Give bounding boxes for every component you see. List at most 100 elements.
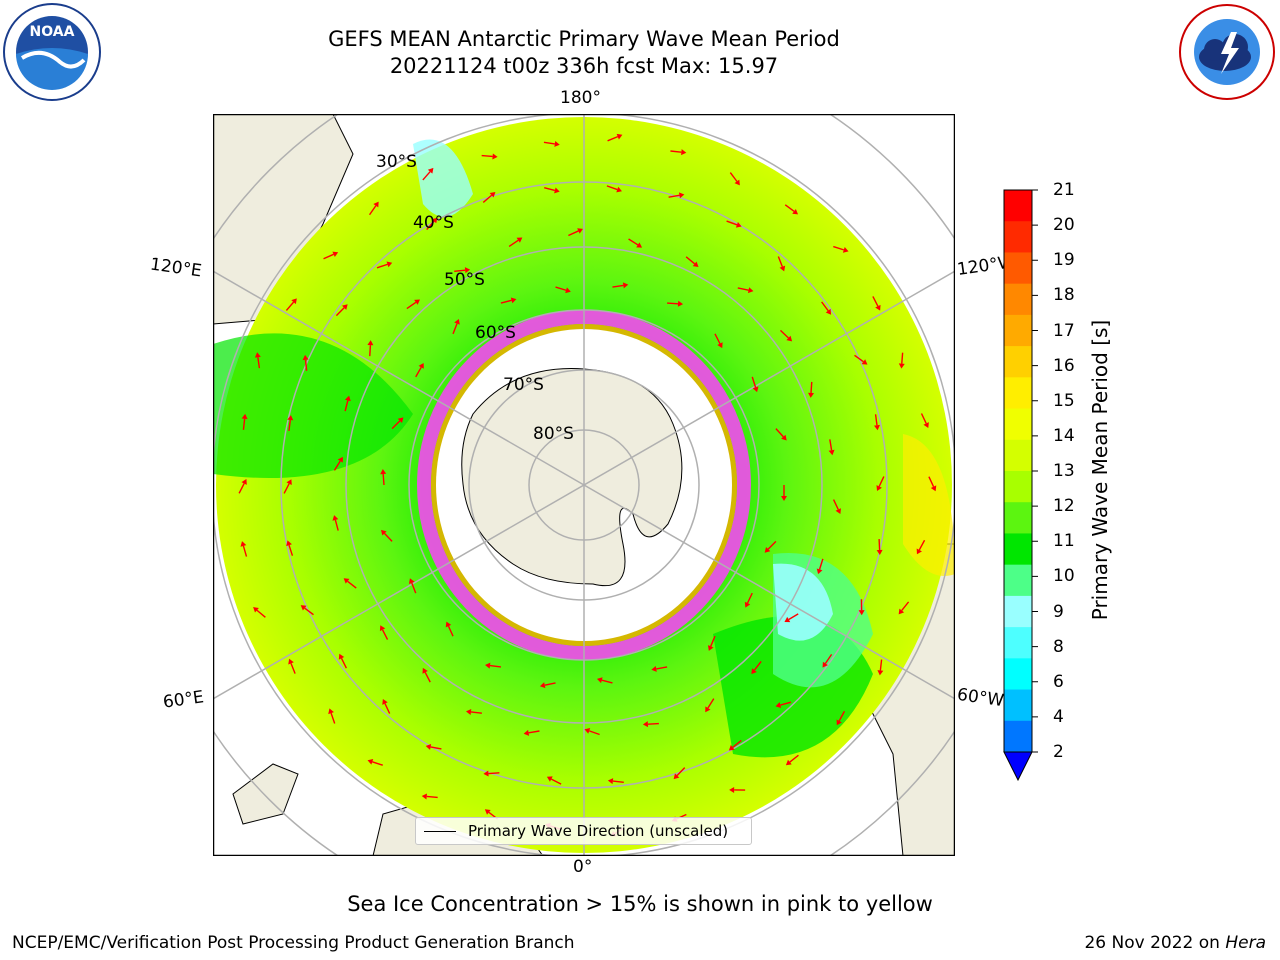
wave-direction-arrow: [302, 354, 309, 371]
wave-direction-arrow: [775, 428, 787, 441]
colorbar-cell: [1004, 346, 1032, 378]
wave-direction-arrow: [785, 754, 799, 766]
wave-direction-arrow: [408, 578, 417, 594]
wave-direction-arrow: [381, 529, 393, 542]
colorbar-cell: [1004, 533, 1032, 566]
lat-label-70s: 70°S: [503, 375, 544, 395]
wave-direction-arrow: [898, 601, 910, 615]
colorbar-cell: [1004, 190, 1032, 222]
wave-direction-arrow: [612, 282, 629, 289]
wave-direction-arrow: [705, 698, 715, 713]
wave-direction-arrow: [287, 415, 294, 432]
wave-direction-arrow: [628, 238, 643, 248]
colorbar-tick-label: 17: [1053, 320, 1075, 341]
wave-direction-arrow: [928, 476, 937, 492]
wave-direction-arrow: [332, 515, 339, 531]
wave-direction-arrow: [876, 539, 883, 556]
wave-direction-arrow: [426, 217, 438, 231]
wave-direction-arrow: [916, 539, 926, 555]
colorbar-cell: [1004, 502, 1032, 534]
wave-direction-arrow: [584, 728, 600, 736]
wave-direction-arrow: [376, 261, 393, 269]
wave-direction-arrow: [539, 682, 556, 689]
wave-direction-arrow: [323, 251, 339, 260]
wave-direction-arrow: [668, 192, 685, 199]
colorbar-label: Primary Wave Mean Period [s]: [1088, 319, 1112, 621]
wave-direction-arrow: [874, 414, 880, 431]
wave-direction-arrow: [422, 167, 434, 181]
wave-direction-arrow: [240, 541, 248, 557]
wave-direction-arrow: [898, 352, 905, 369]
colorbar-cell: [1004, 252, 1032, 285]
colorbar-tick-label: 16: [1053, 355, 1075, 376]
wave-direction-arrow: [872, 296, 881, 311]
sea-ice-caption: Sea Ice Concentration > 15% is shown in …: [347, 892, 933, 916]
lon-label-60e: 60°E: [161, 687, 206, 713]
wave-direction-arrow: [253, 607, 266, 618]
colorbar-tick-label: 14: [1053, 425, 1075, 446]
colorbar-extend-triangle: [1003, 751, 1033, 782]
wave-direction-arrow: [335, 304, 348, 317]
wave-direction-arrow: [543, 140, 560, 147]
lat-label-80s: 80°S: [533, 424, 574, 444]
wave-direction-arrow: [685, 256, 699, 267]
wave-direction-arrow: [328, 708, 336, 724]
colorbar-tick-label: 8: [1053, 636, 1064, 657]
wave-direction-arrow: [781, 485, 787, 501]
wave-direction-arrow: [454, 267, 471, 274]
wave-direction-arrow: [343, 578, 357, 589]
wave-direction-arrow: [391, 417, 404, 430]
wave-direction-arrow: [421, 793, 438, 800]
wave-direction-arrow: [751, 660, 762, 675]
wave-direction-arrow: [555, 286, 571, 294]
wave-direction-arrow: [876, 476, 885, 491]
wave-direction-arrow: [784, 613, 799, 623]
wave-direction-arrow: [651, 665, 668, 672]
colorbar-tick-label: 2: [1053, 742, 1064, 762]
lon-label-180: 180°: [560, 88, 601, 108]
noaa-logo: NOAA: [3, 3, 101, 101]
colorbar-cell: [1004, 689, 1032, 722]
wave-direction-arrow: [707, 635, 716, 651]
wave-direction-arrow: [673, 767, 686, 780]
footer-date: 26 Nov 2022 on Hera: [1084, 933, 1266, 953]
wave-direction-arrow: [737, 287, 754, 294]
wave-direction-arrow: [452, 318, 460, 335]
wave-direction-arrow: [858, 599, 865, 616]
wave-direction-arrow: [744, 592, 753, 608]
colorbar: [1003, 189, 1038, 782]
wave-direction-arrow: [822, 653, 833, 668]
wave-direction-arrow: [920, 413, 929, 428]
wave-direction-arrow: [425, 743, 442, 750]
colorbar-tick-label: 9: [1053, 601, 1064, 622]
colorbar-tick-label: 20: [1053, 215, 1075, 236]
wave-direction-arrow: [729, 786, 746, 793]
lat-label-50s: 50°S: [444, 270, 485, 290]
wave-direction-arrow: [642, 721, 659, 728]
colorbar-cell: [1004, 314, 1032, 347]
colorbar-tick-label: 19: [1053, 250, 1075, 271]
wave-direction-arrow: [379, 625, 389, 640]
wave-direction-arrow: [816, 558, 824, 575]
wave-direction-arrow: [286, 540, 294, 556]
land-madagascar: [232, 763, 299, 825]
legend-line-swatch: [424, 831, 456, 832]
wave-direction-arrow: [728, 739, 742, 751]
wave-direction-arrow: [726, 220, 742, 228]
wave-direction-arrow: [367, 340, 374, 357]
wave-direction-arrow: [415, 362, 424, 378]
colorbar-cell: [1004, 408, 1032, 441]
wave-direction-arrow: [777, 256, 786, 272]
colorbar-cell: [1004, 283, 1032, 316]
colorbar-cell: [1004, 595, 1032, 628]
colorbar-cell: [1004, 439, 1032, 472]
colorbar-tick-label: 11: [1053, 531, 1075, 552]
wave-direction-arrow: [300, 605, 314, 616]
wave-direction-arrow: [382, 699, 391, 714]
wave-direction-arrow: [833, 245, 849, 253]
lat-label-40s: 40°S: [413, 213, 454, 233]
wave-direction-arrow: [714, 333, 723, 349]
footer-date-text: 26 Nov 2022 on: [1084, 933, 1220, 953]
wave-direction-arrow: [764, 540, 777, 553]
wave-direction-arrow: [779, 329, 793, 342]
